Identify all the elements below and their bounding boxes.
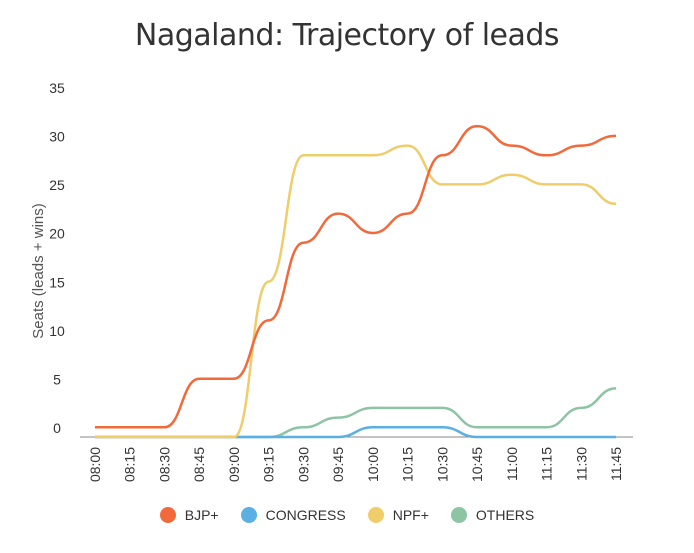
x-tick-label: 09:15 [261, 447, 277, 482]
series-line-bjp [95, 124, 617, 429]
x-tick-label: 08:00 [87, 447, 103, 482]
x-tick-label: 10:30 [434, 447, 450, 482]
x-tick-label: 09:45 [330, 447, 346, 482]
series-line-others [95, 387, 617, 439]
legend-item[interactable]: OTHERS [450, 507, 535, 523]
line-chart: 0 5 10 15 20 25 30 35 Seats (leads + wins) 08:0… [30, 80, 633, 482]
legend-swatch [240, 507, 257, 523]
x-tick-label: 11:00 [504, 447, 520, 481]
series-line-congress [95, 426, 616, 439]
y-tick-label: 15 [49, 274, 65, 290]
y-tick-label: 25 [49, 177, 65, 193]
series-line-npf [95, 144, 617, 439]
y-tick-label: 35 [49, 80, 65, 96]
legend-label: OTHERS [475, 507, 535, 523]
x-axis-ticks: 08:00 08:15 08:30 08:45 09:00 09:15 09:30 09:45… [87, 447, 624, 482]
legend-swatch [159, 507, 176, 523]
legend-item[interactable]: NPF+ [367, 507, 429, 523]
series-lines [95, 124, 617, 439]
y-tick-label: 10 [49, 323, 65, 339]
legend-label: NPF+ [392, 507, 429, 523]
y-tick-label: 5 [53, 371, 61, 387]
x-tick-label: 09:00 [226, 447, 242, 482]
legend-label: CONGRESS [265, 507, 346, 523]
legend-swatch [367, 507, 384, 523]
y-axis-ticks: 0 5 10 15 20 25 30 35 [49, 80, 65, 436]
x-tick-label: 09:30 [295, 447, 311, 482]
chart-title: Nagaland: Trajectory of leads [134, 18, 560, 53]
y-tick-label: 0 [53, 420, 61, 436]
y-axis-label: Seats (leads + wins) [30, 203, 47, 338]
x-tick-label: 11:45 [608, 447, 624, 481]
legend-item[interactable]: BJP+ [159, 507, 219, 523]
x-tick-label: 10:00 [365, 447, 381, 482]
x-tick-label: 10:45 [469, 447, 485, 482]
x-tick-label: 11:30 [573, 447, 589, 481]
legend-item[interactable]: CONGRESS [240, 507, 346, 523]
y-tick-label: 30 [49, 129, 65, 145]
legend: BJP+ CONGRESS NPF+ OTHERS [0, 507, 694, 523]
x-tick-label: 10:15 [400, 447, 416, 482]
x-tick-label: 11:15 [539, 447, 555, 481]
x-tick-label: 08:45 [191, 447, 207, 482]
legend-label: BJP+ [184, 507, 219, 523]
x-tick-label: 08:30 [156, 447, 172, 482]
legend-swatch [450, 507, 467, 523]
y-tick-label: 20 [49, 226, 65, 242]
x-tick-label: 08:15 [122, 447, 138, 482]
